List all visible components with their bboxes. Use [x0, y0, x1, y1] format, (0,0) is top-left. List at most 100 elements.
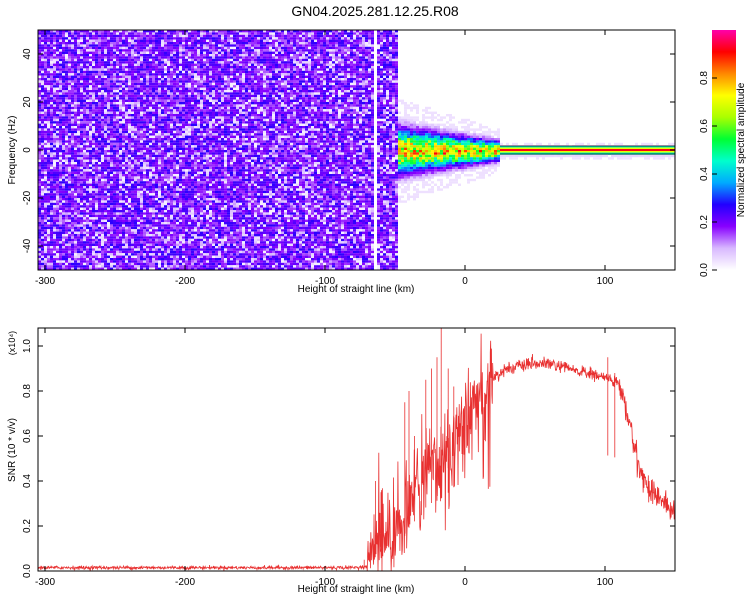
spectrogram-cell: [179, 150, 182, 153]
spectrogram-cell: [101, 147, 104, 150]
spectrogram-cell: [71, 118, 74, 122]
spectrogram-cell: [146, 195, 149, 198]
spectrogram-cell: [62, 181, 65, 184]
spectrogram-cell: [134, 102, 137, 105]
spectrogram-cell: [38, 128, 41, 131]
spectrogram-cell: [98, 99, 101, 102]
spectrogram-cell: [56, 80, 59, 83]
spectrogram-cell: [122, 51, 125, 54]
spectrogram-cell: [95, 202, 98, 206]
spectrogram-cell: [47, 166, 50, 170]
spectrogram-cell: [80, 162, 83, 165]
spectrogram-cell: [113, 87, 116, 90]
spectrogram-cell: [173, 159, 176, 162]
spectrogram-cell: [137, 126, 140, 129]
spectrogram-cell: [80, 258, 83, 261]
spectrogram-cell: [164, 162, 167, 165]
spectrogram-cell: [77, 229, 80, 232]
spectrogram-cell: [74, 30, 77, 33]
spectrogram-cell: [116, 253, 119, 256]
spectrogram-cell: [137, 159, 140, 162]
spectrogram-cell: [44, 188, 47, 191]
spectrogram-cell: [152, 34, 155, 38]
spectrogram-cell: [68, 152, 71, 155]
spectrogram-cell: [89, 126, 92, 129]
spectrogram-cell: [65, 37, 68, 40]
spectrogram-cell: [47, 145, 50, 148]
spectrogram-cell: [47, 198, 50, 201]
spectrogram-cell: [50, 219, 53, 222]
spectrogram-cell: [89, 166, 92, 170]
spectrogram-cell: [113, 138, 116, 141]
spectrogram-cell: [128, 66, 131, 69]
spectrogram-cell: [56, 164, 59, 167]
spectrogram-cell: [152, 162, 155, 165]
spectrogram-cell: [128, 49, 131, 52]
spectrogram-cell: [131, 109, 134, 112]
spectrogram-cell: [128, 243, 131, 246]
spectrogram-cell: [83, 133, 86, 136]
spectrogram-cell: [77, 157, 80, 160]
spectrogram-cell: [53, 162, 56, 165]
spectrogram-cell: [95, 248, 98, 251]
spectrogram-cell: [164, 73, 167, 76]
spectrogram-cell: [179, 234, 182, 237]
spectrogram-cell: [122, 255, 125, 258]
spectrogram-cell: [74, 150, 77, 153]
spectrogram-cell: [155, 198, 158, 201]
spectrogram-cell: [65, 138, 68, 141]
spectrogram-cell: [95, 258, 98, 261]
spectrogram-cell: [146, 176, 149, 179]
spectrogram-cell: [77, 260, 80, 263]
spectrogram-cell: [143, 104, 146, 107]
spectrogram-cell: [65, 97, 68, 100]
spectrogram-cell: [107, 133, 110, 136]
spectrogram-cell: [92, 238, 95, 242]
spectrogram-cell: [134, 85, 137, 88]
spectrogram-cell: [44, 200, 47, 203]
spectrogram-cell: [113, 262, 116, 266]
spectrogram-cell: [107, 135, 110, 138]
spectrogram-cell: [107, 265, 110, 268]
spectrogram-cell: [146, 166, 149, 170]
spectrogram-cell: [173, 154, 176, 158]
spectrogram-cell: [101, 118, 104, 122]
spectrogram-cell: [164, 164, 167, 167]
spectrogram-cell: [131, 90, 134, 93]
spectrogram-cell: [149, 224, 152, 227]
spectrogram-cell: [140, 54, 143, 57]
spectrogram-cell: [125, 68, 128, 71]
spectrogram-cell: [47, 248, 50, 251]
spectrogram-cell: [89, 111, 92, 114]
spectrogram-cell: [170, 174, 173, 177]
spectrogram-cell: [179, 193, 182, 196]
spectrogram-cell: [77, 145, 80, 148]
spectrogram-cell: [98, 243, 101, 246]
spectrogram-cell: [113, 32, 116, 35]
spectrogram-cell: [179, 181, 182, 184]
spectrogram-cell: [182, 49, 185, 52]
spectrogram-cell: [158, 154, 161, 158]
spectrogram-cell: [53, 104, 56, 107]
spectrogram-cell: [143, 176, 146, 179]
spectrogram-cell: [155, 56, 158, 59]
spectrogram-cell: [131, 46, 134, 50]
spectrogram-cell: [173, 68, 176, 71]
spectrogram-cell: [170, 181, 173, 184]
spectrogram-cell: [161, 250, 164, 254]
spectrogram-cell: [68, 164, 71, 167]
spectrogram-cell: [77, 111, 80, 114]
spectrogram-cell: [71, 87, 74, 90]
spectrogram-cell: [155, 82, 158, 86]
spectrogram-cell: [44, 54, 47, 57]
spectrogram-cell: [56, 99, 59, 102]
spectrogram-cell: [164, 152, 167, 155]
spectrogram-cell: [152, 267, 155, 270]
spectrogram-cell: [116, 200, 119, 203]
spectrogram-cell: [170, 267, 173, 270]
spectrogram-cell: [158, 42, 161, 45]
spectrogram-cell: [113, 207, 116, 210]
spectrogram-cell: [158, 56, 161, 59]
spectrogram-cell: [92, 162, 95, 165]
spectrogram-cell: [167, 114, 170, 117]
